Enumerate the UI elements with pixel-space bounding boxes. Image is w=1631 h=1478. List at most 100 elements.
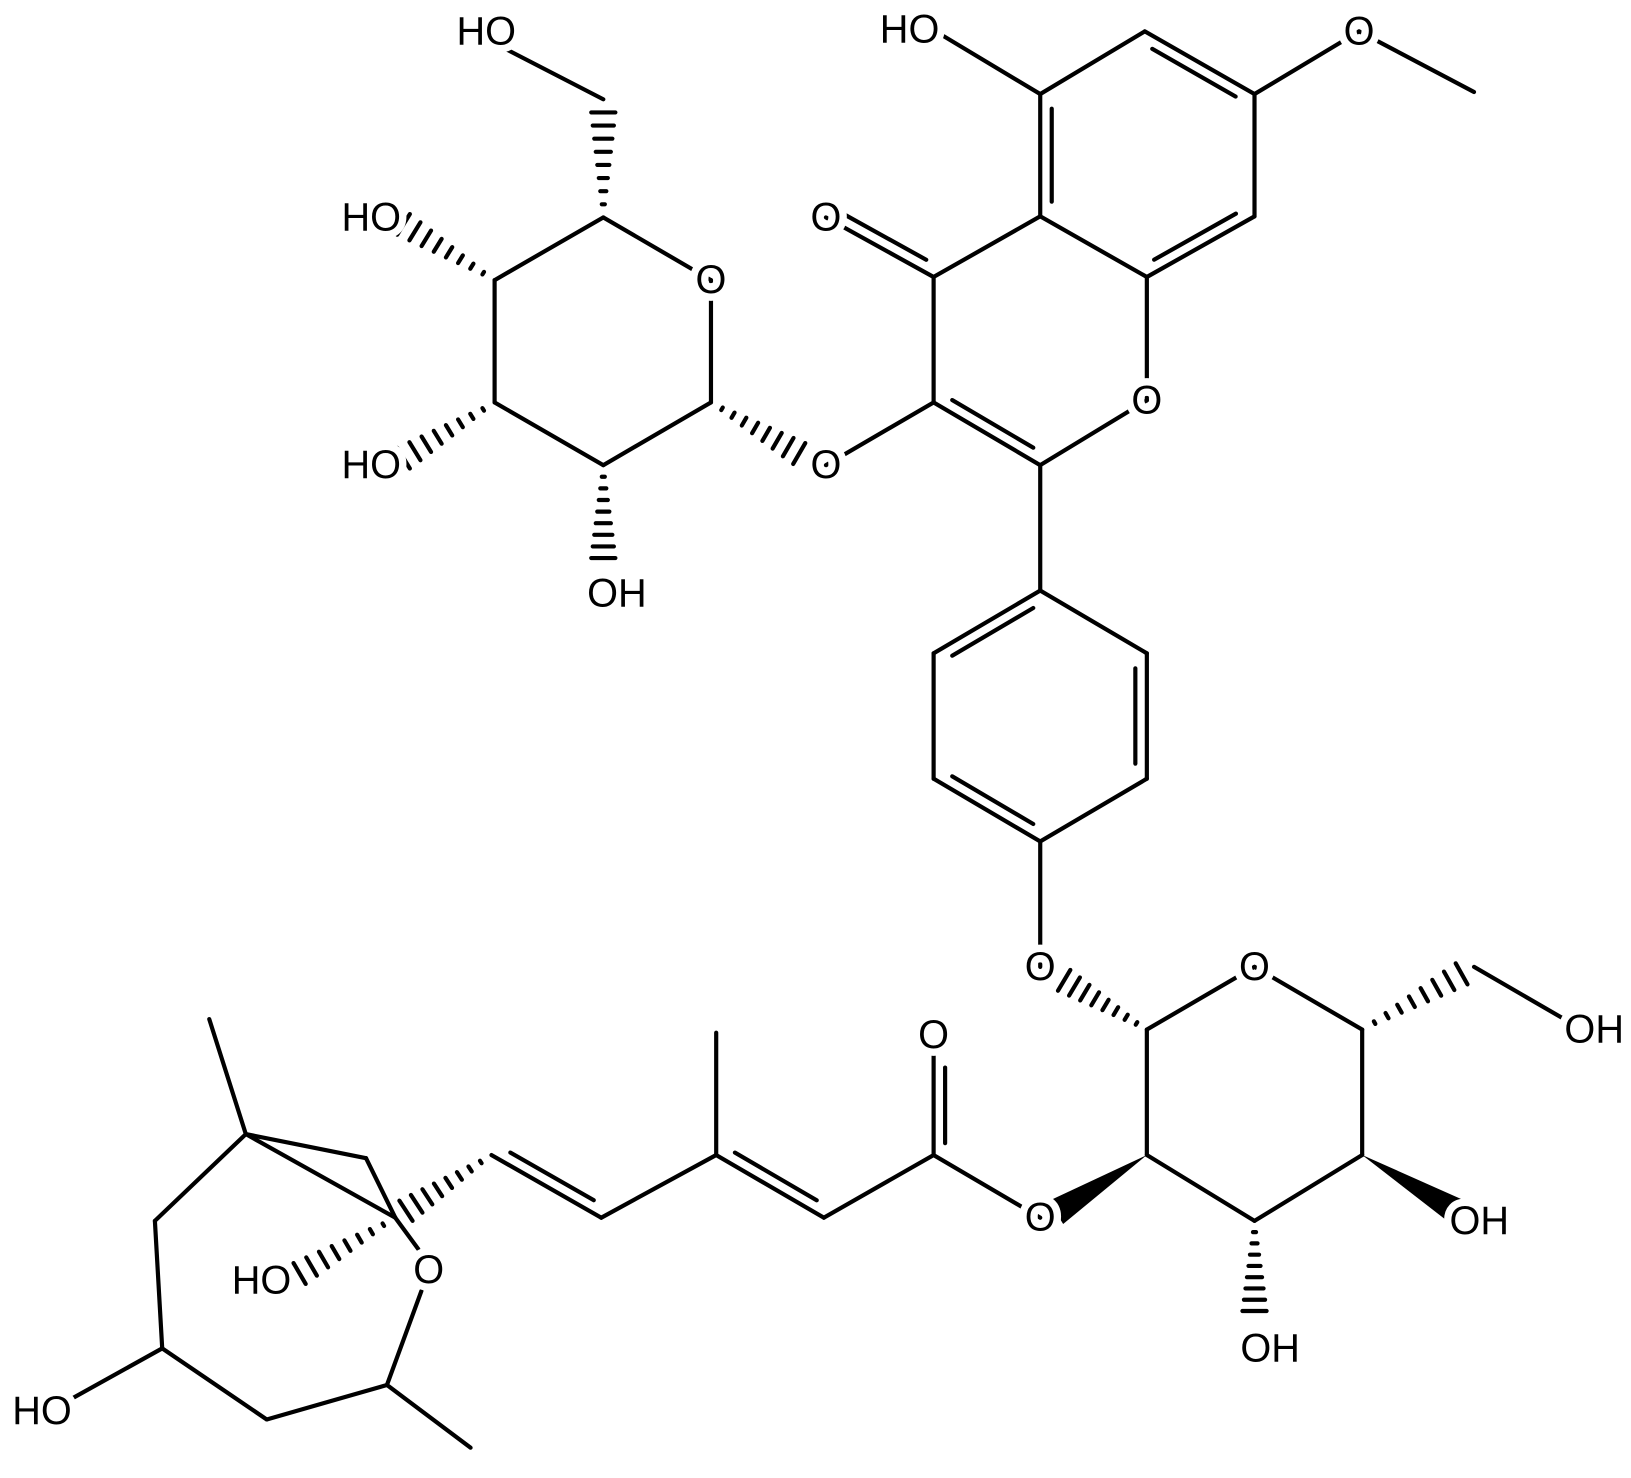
hash-bond — [1453, 961, 1470, 987]
atom-label: OH — [1240, 1326, 1300, 1370]
bond — [950, 397, 1036, 450]
bond — [950, 774, 1036, 827]
hash-bond — [1441, 969, 1457, 993]
bond — [489, 1152, 604, 1220]
atom-label: HO — [456, 9, 516, 53]
bond — [1152, 211, 1239, 262]
hash-bond — [419, 228, 434, 249]
hash-bond — [329, 1243, 342, 1262]
hash-bond — [395, 211, 412, 237]
hash-bond — [431, 236, 444, 254]
bond — [1252, 29, 1362, 97]
atom-label: O — [1025, 945, 1056, 989]
hash-bond — [408, 1192, 425, 1215]
bond — [393, 1215, 421, 1252]
bond — [508, 1150, 596, 1203]
bond — [1252, 964, 1365, 1032]
bond — [492, 400, 606, 468]
atom-label: HO — [12, 1389, 72, 1433]
bond — [1038, 398, 1149, 468]
hash-bond — [466, 1164, 474, 1174]
hash-bond — [719, 405, 725, 413]
hash-bond — [380, 1221, 387, 1229]
bond — [1144, 1152, 1257, 1223]
bond — [931, 400, 1043, 468]
atom-label: O — [1239, 945, 1270, 989]
bond — [931, 1152, 1043, 1220]
bond — [931, 776, 1043, 844]
hash-bond — [1089, 990, 1102, 1008]
hash-bond — [431, 428, 444, 446]
wedge-bond — [1048, 1155, 1147, 1224]
hash-bond — [407, 220, 423, 243]
hash-bond — [1055, 967, 1073, 993]
atom-label: O — [1025, 1196, 1056, 1240]
hash-bond — [355, 1232, 364, 1245]
bond — [1471, 964, 1576, 1027]
bond — [1038, 776, 1149, 844]
hash-bond — [456, 253, 465, 266]
bond — [950, 605, 1036, 658]
bond — [823, 400, 936, 468]
hash-bond — [1122, 1012, 1130, 1022]
bond — [1038, 588, 1149, 656]
bond — [384, 1288, 424, 1388]
hash-bond — [291, 1260, 308, 1287]
atom-label: O — [413, 1248, 444, 1292]
hash-bond — [1383, 1010, 1391, 1021]
bond — [207, 1017, 248, 1137]
bond — [363, 1156, 398, 1220]
bond — [1150, 46, 1238, 99]
bond — [732, 1150, 819, 1203]
hash-bond — [1078, 982, 1092, 1003]
bond — [1356, 29, 1477, 95]
bond — [599, 1152, 719, 1220]
bond — [931, 588, 1043, 656]
hash-bond — [304, 1255, 319, 1278]
hash-bond — [419, 434, 434, 455]
hash-bond — [468, 261, 476, 271]
atom-label: HO — [341, 195, 401, 239]
bond — [152, 1218, 165, 1351]
hash-bond — [477, 1158, 484, 1166]
bond — [152, 1132, 248, 1223]
hash-bond — [420, 1187, 435, 1207]
atom-label: OH — [1449, 1199, 1509, 1243]
atom-label: O — [811, 195, 842, 239]
bond — [492, 215, 606, 283]
hash-bond — [1100, 997, 1111, 1013]
atom-label: HO — [232, 1258, 292, 1302]
hash-bond — [443, 1175, 455, 1191]
bond — [842, 212, 929, 262]
hash-bond — [739, 415, 749, 428]
atom-label: HO — [880, 7, 940, 51]
hash-bond — [316, 1249, 331, 1270]
atom-label: O — [811, 443, 842, 487]
bond — [823, 215, 936, 280]
bond — [66, 1346, 165, 1403]
bond — [821, 1152, 936, 1220]
hash-bond — [443, 423, 455, 438]
hash-bond — [468, 411, 476, 422]
atom-label: O — [696, 258, 727, 302]
hash-bond — [749, 420, 761, 436]
bond — [1038, 29, 1147, 97]
hash-bond — [1371, 1019, 1378, 1027]
hash-bond — [395, 445, 412, 471]
hash-bond — [1430, 977, 1444, 998]
hash-bond — [431, 1181, 445, 1199]
hash-bond — [1418, 986, 1431, 1004]
hash-bond — [1406, 994, 1417, 1010]
bond — [384, 1382, 473, 1450]
hash-bond — [480, 269, 487, 277]
atom-label: O — [918, 1013, 949, 1057]
bond — [499, 44, 606, 102]
bond — [933, 29, 1043, 97]
hash-bond — [791, 440, 808, 467]
bond — [1038, 214, 1149, 280]
hash-bond — [342, 1238, 353, 1253]
bond — [1144, 964, 1257, 1032]
hash-bond — [397, 1198, 415, 1223]
